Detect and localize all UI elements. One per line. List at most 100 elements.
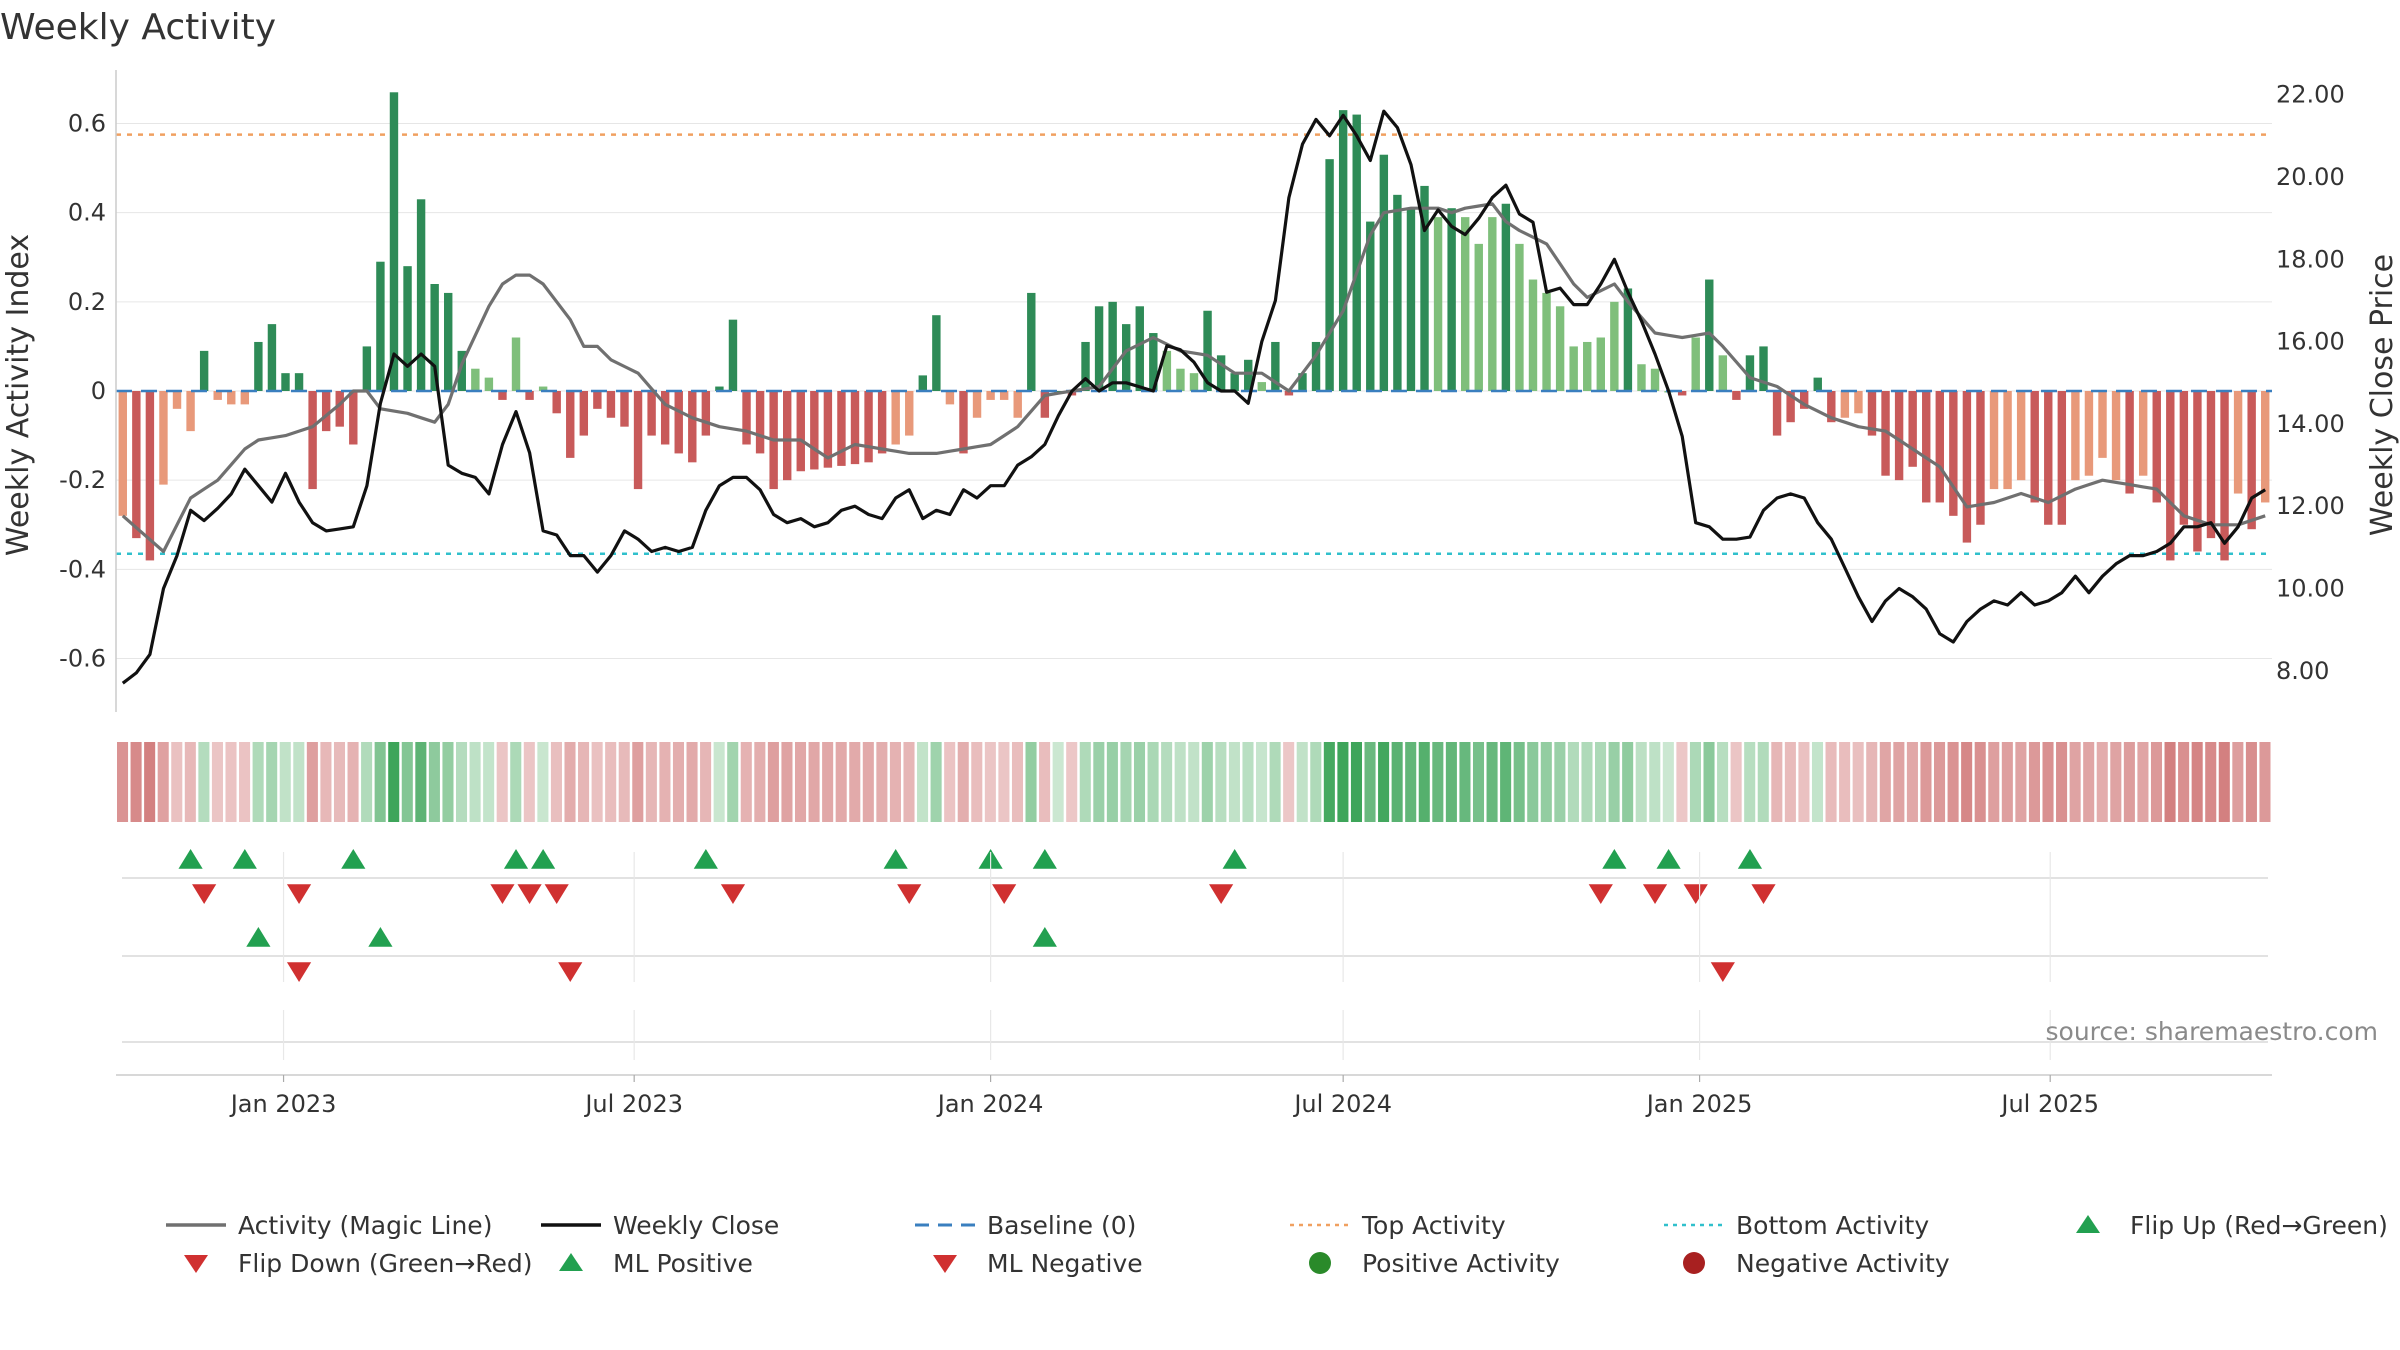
heat-strip-cell (157, 742, 169, 822)
ml-positive-marker (368, 927, 393, 947)
activity-bar (349, 391, 358, 445)
legend-label: ML Negative (987, 1249, 1143, 1278)
heat-strip-cell (984, 742, 996, 822)
heat-strip-cell (781, 742, 793, 822)
activity-bar (999, 391, 1009, 400)
legend-swatch-triangle-down (933, 1255, 957, 1273)
heat-strip-cell (1323, 742, 1335, 822)
heat-strip-cell (659, 742, 671, 822)
activity-bar (1488, 217, 1497, 391)
activity-bar (1121, 324, 1131, 391)
activity-bar (1501, 203, 1511, 391)
heat-strip-cell (2028, 742, 2040, 822)
heat-strip-cell (1296, 742, 1308, 822)
x-tick-label: Jul 2023 (583, 1090, 683, 1118)
activity-bar (823, 391, 833, 468)
legend-label: Activity (Magic Line) (238, 1211, 492, 1240)
y-tick-label-right: 8.00 (2276, 657, 2329, 685)
legend-item: Baseline (0) (915, 1211, 1136, 1240)
heat-strip-cell (252, 742, 264, 822)
activity-bar (1379, 154, 1389, 391)
flip-up-marker (503, 849, 529, 869)
heat-strip-cell (1079, 742, 1091, 822)
heat-strip-cell (455, 742, 468, 822)
heat-strip-cell (1934, 742, 1946, 822)
activity-bar (199, 350, 209, 391)
heat-strip-cell (1527, 742, 1539, 822)
heat-strip-cell (1256, 742, 1268, 822)
y-tick-label-left: 0.6 (68, 110, 106, 138)
heat-strip-cell (672, 742, 685, 822)
activity-bar (525, 391, 534, 400)
activity-bar (2098, 391, 2107, 458)
chart-title: Weekly Activity (0, 7, 276, 48)
activity-bar (145, 391, 155, 561)
flip-up-marker (1737, 849, 1763, 869)
activity-bar (1203, 310, 1212, 391)
activity-bar (1705, 279, 1714, 391)
flip-down-marker (192, 884, 217, 904)
activity-bar (755, 391, 765, 454)
heat-strip-cell (361, 742, 373, 822)
heat-strip-cell (1350, 742, 1362, 822)
heat-strip-cell (835, 742, 847, 822)
activity-bar (1244, 359, 1253, 391)
activity-bar (810, 391, 819, 470)
legend-label: Bottom Activity (1736, 1211, 1929, 1240)
activity-bar (1610, 301, 1619, 391)
heat-strip-cell (1906, 742, 1918, 822)
y-tick-label-left: 0.4 (68, 199, 106, 227)
activity-bar (647, 391, 656, 436)
legend-label: ML Positive (613, 1249, 753, 1278)
heat-strip-cell (2042, 742, 2054, 822)
reference-lines (116, 133, 2272, 555)
legend: Activity (Magic Line) Weekly Close Baselin… (166, 1211, 2388, 1278)
heat-strip-cell (293, 742, 305, 822)
y-tick-label-right: 18.00 (2276, 245, 2345, 273)
activity-bar (308, 391, 317, 490)
ml-positive-marker (246, 927, 271, 947)
heat-strip-cell (1147, 742, 1159, 822)
heat-strip-cell (1364, 742, 1376, 822)
activity-bar (2071, 391, 2080, 481)
x-tick-label: Jan 2023 (229, 1090, 337, 1118)
heat-strip-cell (1635, 742, 1647, 822)
activity-bar (430, 284, 439, 391)
heat-strip-cell (537, 742, 549, 822)
activity-bar (1094, 306, 1104, 391)
activity-bar (227, 391, 236, 405)
x-tick-label: Jan 2025 (1645, 1090, 1753, 1118)
activity-bar (1420, 185, 1429, 391)
activity-bar (1040, 391, 1050, 418)
heat-strip-cell (1242, 742, 1254, 822)
activity-bar (593, 391, 602, 409)
activity-bar (2179, 391, 2189, 525)
heat-strip-cell (2150, 742, 2163, 822)
y-tick-label-right: 16.00 (2276, 328, 2345, 356)
activity-bar (498, 391, 507, 400)
heat-strip-cell (1825, 742, 1837, 822)
heat-strip-cell (225, 742, 237, 822)
activity-bar (1759, 346, 1768, 391)
heat-strip-cell (1174, 742, 1186, 822)
activity-bar (2016, 391, 2026, 481)
heat-strip-cell (1974, 742, 1986, 822)
heat-strip-cell (320, 742, 332, 822)
x-tick-label: Jul 2024 (1292, 1090, 1392, 1118)
series-lines (121, 109, 2267, 685)
activity-bar (1908, 391, 1917, 467)
x-axis: Jan 2023 Jul 2023 Jan 2024 Jul 2024 Jan 2025… (116, 852, 2272, 1118)
flip-up-marker (1032, 849, 1057, 869)
heat-strip-cell (333, 742, 346, 822)
heat-strip-cell (1378, 742, 1390, 822)
heat-strip-cell (767, 742, 779, 822)
activity-bar (240, 391, 250, 405)
legend-item: Negative Activity (1683, 1249, 1950, 1278)
heat-strip-cell (1676, 742, 1688, 822)
heat-strip-cell (117, 742, 129, 822)
flip-up-marker (341, 849, 366, 869)
activity-bar (1189, 373, 1199, 391)
activity-bar (186, 391, 195, 432)
